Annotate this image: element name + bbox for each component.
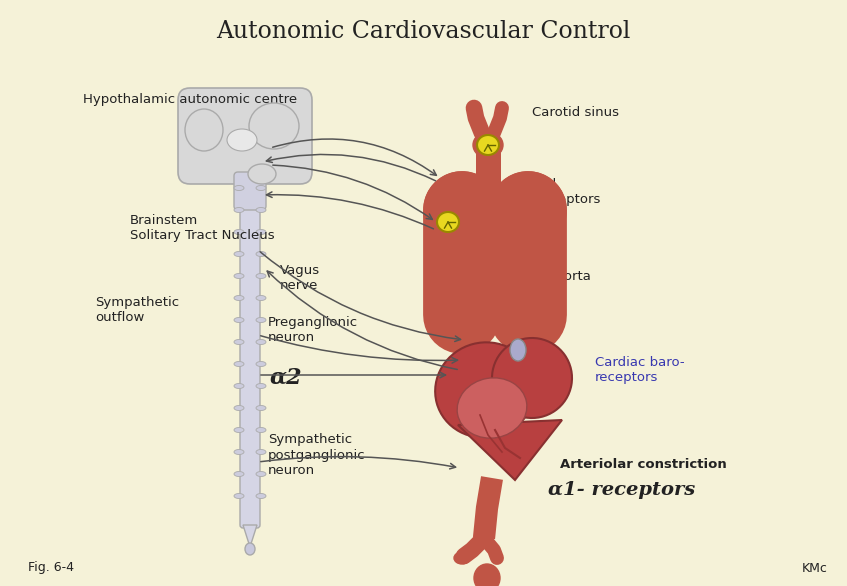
Polygon shape (243, 525, 257, 547)
Ellipse shape (234, 295, 244, 301)
Ellipse shape (234, 449, 244, 455)
Ellipse shape (185, 109, 223, 151)
Ellipse shape (256, 318, 266, 322)
Ellipse shape (477, 135, 499, 155)
Text: Hypothalamic autonomic centre: Hypothalamic autonomic centre (83, 94, 297, 107)
Ellipse shape (256, 362, 266, 366)
Text: Arterial
baroreceptors: Arterial baroreceptors (508, 178, 601, 206)
Text: Sympathetic
outflow: Sympathetic outflow (95, 296, 179, 324)
Text: Carotid sinus: Carotid sinus (532, 105, 619, 118)
Ellipse shape (256, 274, 266, 278)
Ellipse shape (435, 342, 534, 438)
Ellipse shape (514, 310, 542, 326)
Text: Vagus
nerve: Vagus nerve (280, 264, 320, 292)
Text: Aorta: Aorta (556, 270, 592, 282)
Text: Cardiac baro-
receptors: Cardiac baro- receptors (595, 356, 684, 384)
Ellipse shape (454, 552, 470, 564)
Ellipse shape (245, 543, 255, 555)
Text: Brainstem
Solitary Tract Nucleus: Brainstem Solitary Tract Nucleus (130, 214, 274, 242)
Polygon shape (458, 420, 562, 480)
FancyBboxPatch shape (178, 88, 312, 184)
Text: Sinus
node: Sinus node (452, 368, 484, 396)
Ellipse shape (256, 186, 266, 190)
Ellipse shape (256, 472, 266, 476)
Ellipse shape (256, 406, 266, 411)
Ellipse shape (249, 103, 299, 149)
Text: α2: α2 (270, 367, 302, 389)
Ellipse shape (234, 493, 244, 499)
Ellipse shape (256, 449, 266, 455)
Ellipse shape (234, 251, 244, 257)
Ellipse shape (234, 472, 244, 476)
Text: Preganglionic
neuron: Preganglionic neuron (268, 316, 358, 344)
Ellipse shape (234, 428, 244, 432)
Text: α1- receptors: α1- receptors (548, 481, 695, 499)
Ellipse shape (256, 230, 266, 234)
Ellipse shape (256, 251, 266, 257)
Ellipse shape (234, 362, 244, 366)
Ellipse shape (256, 493, 266, 499)
Ellipse shape (256, 339, 266, 345)
Ellipse shape (234, 406, 244, 411)
Ellipse shape (234, 207, 244, 213)
Text: Arteriolar constriction: Arteriolar constriction (560, 458, 727, 472)
Ellipse shape (256, 428, 266, 432)
Ellipse shape (248, 164, 276, 184)
Ellipse shape (492, 338, 572, 418)
Text: Sympathetic
postganglionic
neuron: Sympathetic postganglionic neuron (268, 434, 366, 476)
Ellipse shape (256, 383, 266, 389)
Text: KMc: KMc (802, 561, 828, 574)
Ellipse shape (234, 339, 244, 345)
FancyBboxPatch shape (240, 165, 260, 528)
Ellipse shape (234, 230, 244, 234)
Ellipse shape (474, 564, 500, 586)
Ellipse shape (473, 132, 503, 158)
Ellipse shape (234, 274, 244, 278)
Ellipse shape (437, 212, 459, 232)
Text: Fig. 6-4: Fig. 6-4 (28, 561, 74, 574)
Ellipse shape (256, 295, 266, 301)
Text: β2-receptors: β2-receptors (452, 410, 533, 420)
Ellipse shape (256, 207, 266, 213)
Text: Autonomic Cardiovascular Control: Autonomic Cardiovascular Control (216, 21, 630, 43)
FancyBboxPatch shape (234, 172, 266, 210)
Ellipse shape (447, 309, 477, 327)
Ellipse shape (234, 186, 244, 190)
Ellipse shape (510, 339, 526, 361)
Ellipse shape (457, 378, 527, 438)
Ellipse shape (227, 129, 257, 151)
Ellipse shape (234, 383, 244, 389)
Ellipse shape (234, 318, 244, 322)
